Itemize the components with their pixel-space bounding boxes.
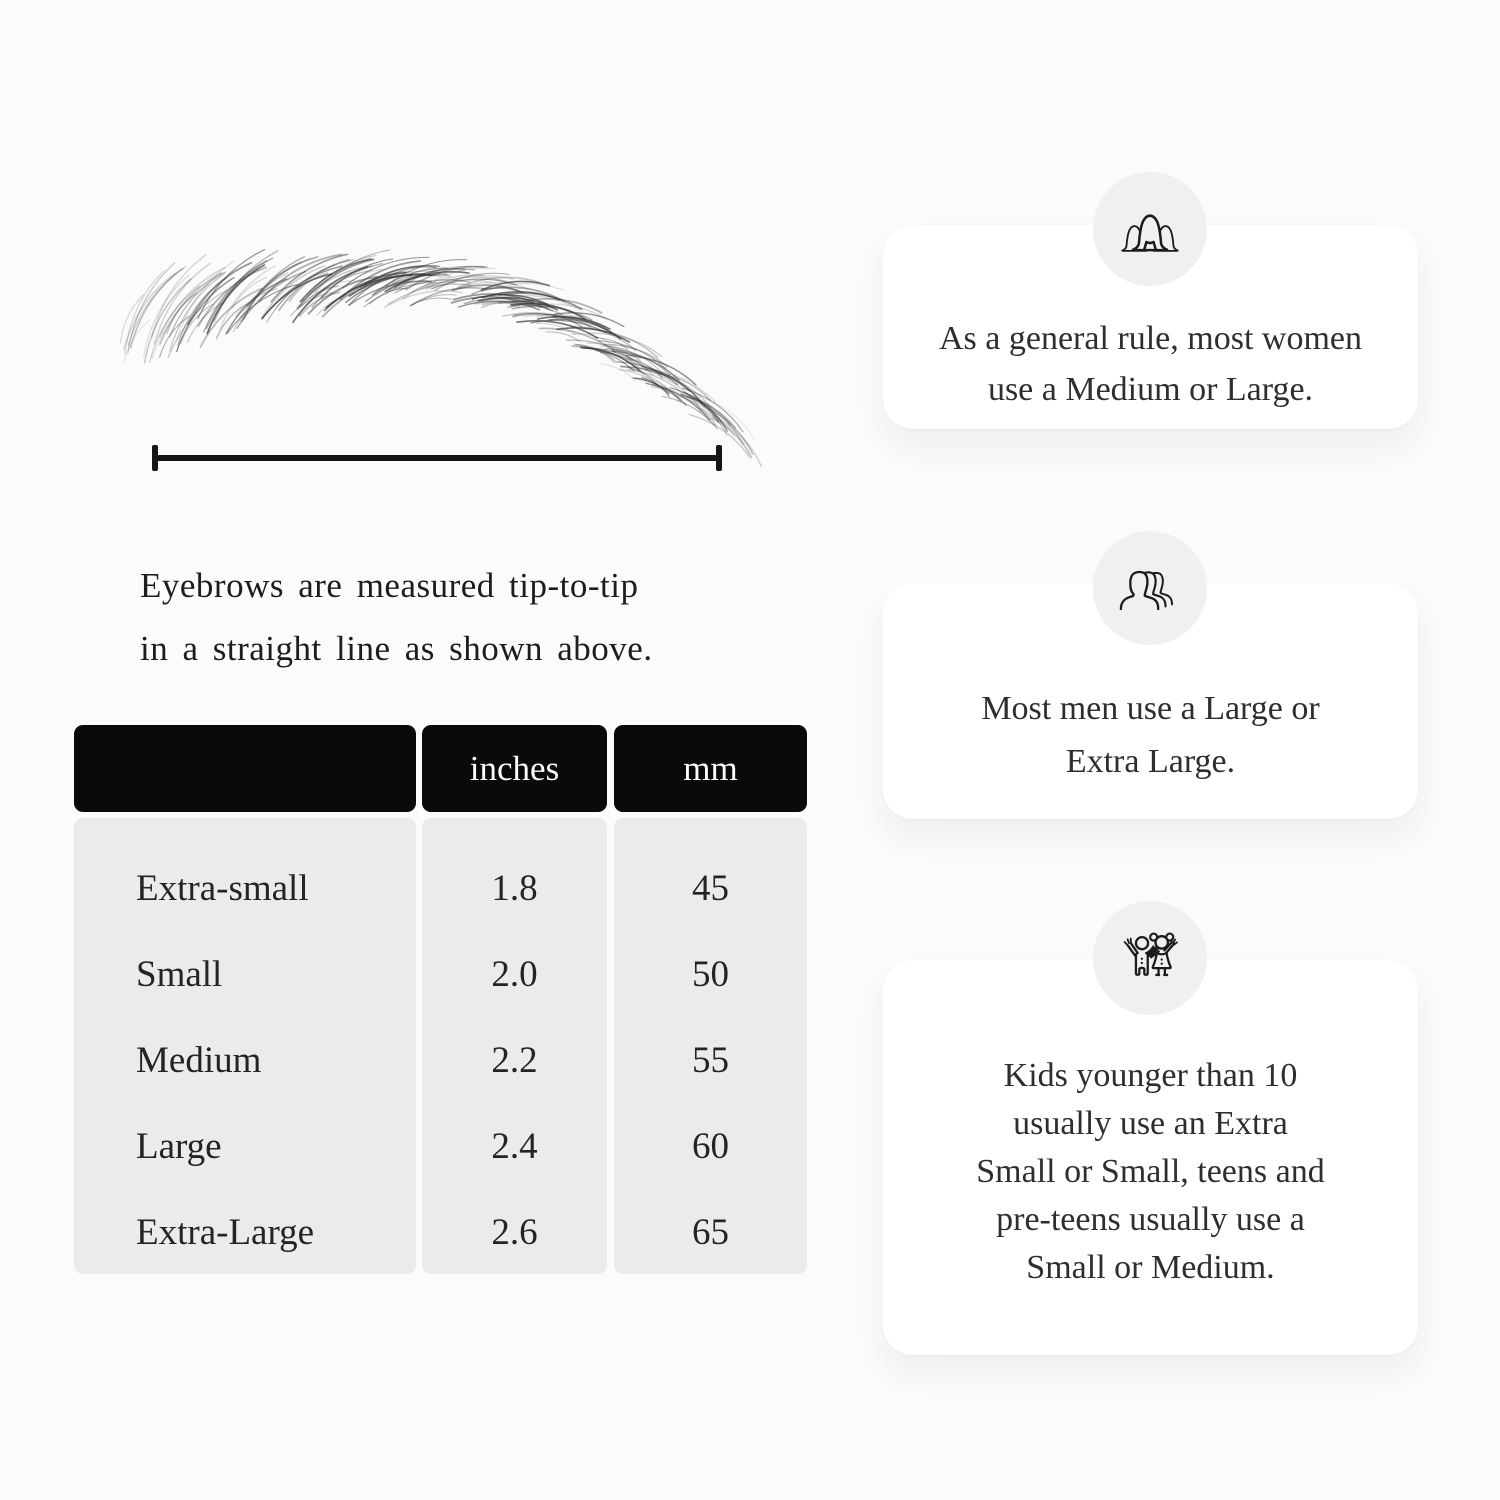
info-card-women-text: As a general rule, most women use a Medi… (883, 313, 1418, 415)
size-label: Small (136, 953, 223, 995)
inches-value: 1.8 (491, 867, 538, 909)
size-table: inches mm Extra-small Small Medium Large… (74, 725, 807, 1274)
size-table-header-inches: inches (422, 725, 607, 812)
caption-line-1: Eyebrows are measured tip-to-tip (140, 566, 639, 605)
inches-value: 2.2 (491, 1039, 538, 1081)
mm-value: 45 (692, 867, 729, 909)
women-group-icon (1121, 214, 1179, 252)
mm-value: 60 (692, 1125, 729, 1167)
caption-line-2: in a straight line as shown above. (140, 629, 653, 668)
measurement-caption: Eyebrows are measured tip-to-tip in a st… (140, 554, 653, 680)
men-group-icon (1119, 570, 1173, 611)
inches-value: 2.6 (491, 1211, 538, 1253)
eyebrow-illustration (119, 248, 763, 468)
mm-value: 55 (692, 1039, 729, 1081)
size-table-inches-column: 1.8 2.0 2.2 2.4 2.6 (422, 818, 607, 1274)
card-text-line: As a general rule, most women (939, 320, 1362, 357)
card-text-line: Kids younger than 10 (1003, 1057, 1298, 1094)
info-card-kids-text: Kids younger than 10 usually use an Extr… (883, 1052, 1418, 1292)
inches-value: 2.4 (491, 1125, 538, 1167)
info-card-men-text: Most men use a Large or Extra Large. (883, 682, 1418, 788)
kids-badge (1093, 901, 1207, 1015)
men-group-badge (1093, 531, 1207, 645)
card-text-line: usually use an Extra (1013, 1105, 1288, 1142)
card-text-line: Extra Large. (1065, 743, 1236, 780)
kids-icon (1123, 932, 1178, 977)
card-text-line: Most men use a Large or (981, 690, 1320, 727)
mm-value: 65 (692, 1211, 729, 1253)
women-group-badge (1093, 172, 1207, 286)
size-table-mm-column: 45 50 55 60 65 (614, 818, 807, 1274)
info-card-kids: Kids younger than 10 usually use an Extr… (883, 960, 1418, 1355)
size-label: Large (136, 1125, 222, 1167)
card-text-line: use a Medium or Large. (987, 371, 1314, 408)
card-text-line: Small or Medium. (1026, 1249, 1275, 1286)
size-table-label-column: Extra-small Small Medium Large Extra-Lar… (74, 818, 416, 1274)
size-table-header-row: inches mm (74, 725, 807, 812)
card-text-line: pre-teens usually use a (996, 1201, 1305, 1238)
card-text-line: Small or Small, teens and (976, 1153, 1325, 1190)
size-table-header-mm: mm (614, 725, 807, 812)
mm-value: 50 (692, 953, 729, 995)
measurement-line-bar (152, 455, 722, 461)
info-card-women: As a general rule, most women use a Medi… (883, 225, 1418, 429)
inches-value: 2.0 (491, 953, 538, 995)
size-label: Extra-Large (136, 1211, 315, 1253)
size-table-header-blank (74, 725, 416, 812)
size-label: Medium (136, 1039, 262, 1081)
size-label: Extra-small (136, 867, 309, 909)
measurement-line (152, 445, 722, 471)
size-table-body: Extra-small Small Medium Large Extra-Lar… (74, 818, 807, 1274)
